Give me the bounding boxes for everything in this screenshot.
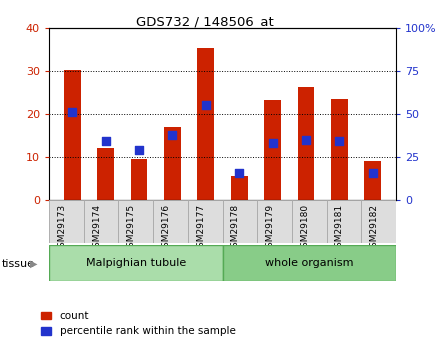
Bar <box>188 200 222 243</box>
Text: GSM29175: GSM29175 <box>127 204 136 253</box>
Bar <box>298 87 314 200</box>
Text: GSM29181: GSM29181 <box>335 204 344 253</box>
Bar <box>198 48 214 200</box>
Point <box>236 170 243 175</box>
Bar <box>64 70 81 200</box>
Text: GSM29174: GSM29174 <box>92 204 101 253</box>
Point <box>69 109 76 115</box>
Point <box>303 137 310 142</box>
Bar <box>264 100 281 200</box>
Bar <box>364 161 381 200</box>
Point <box>202 102 210 108</box>
Bar <box>231 176 247 200</box>
Text: GSM29182: GSM29182 <box>370 204 379 253</box>
Bar <box>49 245 222 281</box>
Bar <box>164 127 181 200</box>
Text: GDS732 / 148506_at: GDS732 / 148506_at <box>136 16 274 29</box>
Text: whole organism: whole organism <box>265 258 353 268</box>
Legend: count, percentile rank within the sample: count, percentile rank within the sample <box>41 311 235 336</box>
Bar <box>84 200 118 243</box>
Text: GSM29178: GSM29178 <box>231 204 240 253</box>
Bar <box>361 200 396 243</box>
Bar <box>131 159 147 200</box>
Bar <box>292 200 327 243</box>
Text: GSM29173: GSM29173 <box>57 204 66 253</box>
Point <box>369 170 376 175</box>
Point <box>269 140 276 146</box>
Bar <box>327 200 361 243</box>
Point <box>169 132 176 137</box>
Bar <box>49 200 84 243</box>
Bar <box>118 200 153 243</box>
Text: ▶: ▶ <box>30 259 38 269</box>
Text: GSM29176: GSM29176 <box>162 204 170 253</box>
Point <box>102 139 109 144</box>
Point <box>136 147 143 153</box>
Text: GSM29179: GSM29179 <box>266 204 275 253</box>
Bar <box>97 148 114 200</box>
Bar <box>222 245 396 281</box>
Text: GSM29180: GSM29180 <box>300 204 309 253</box>
Bar <box>257 200 292 243</box>
Text: GSM29177: GSM29177 <box>196 204 205 253</box>
Point <box>336 139 343 144</box>
Text: Malpighian tubule: Malpighian tubule <box>85 258 186 268</box>
Text: tissue: tissue <box>2 259 35 269</box>
Bar <box>153 200 188 243</box>
Bar <box>222 200 257 243</box>
Bar <box>331 99 348 200</box>
